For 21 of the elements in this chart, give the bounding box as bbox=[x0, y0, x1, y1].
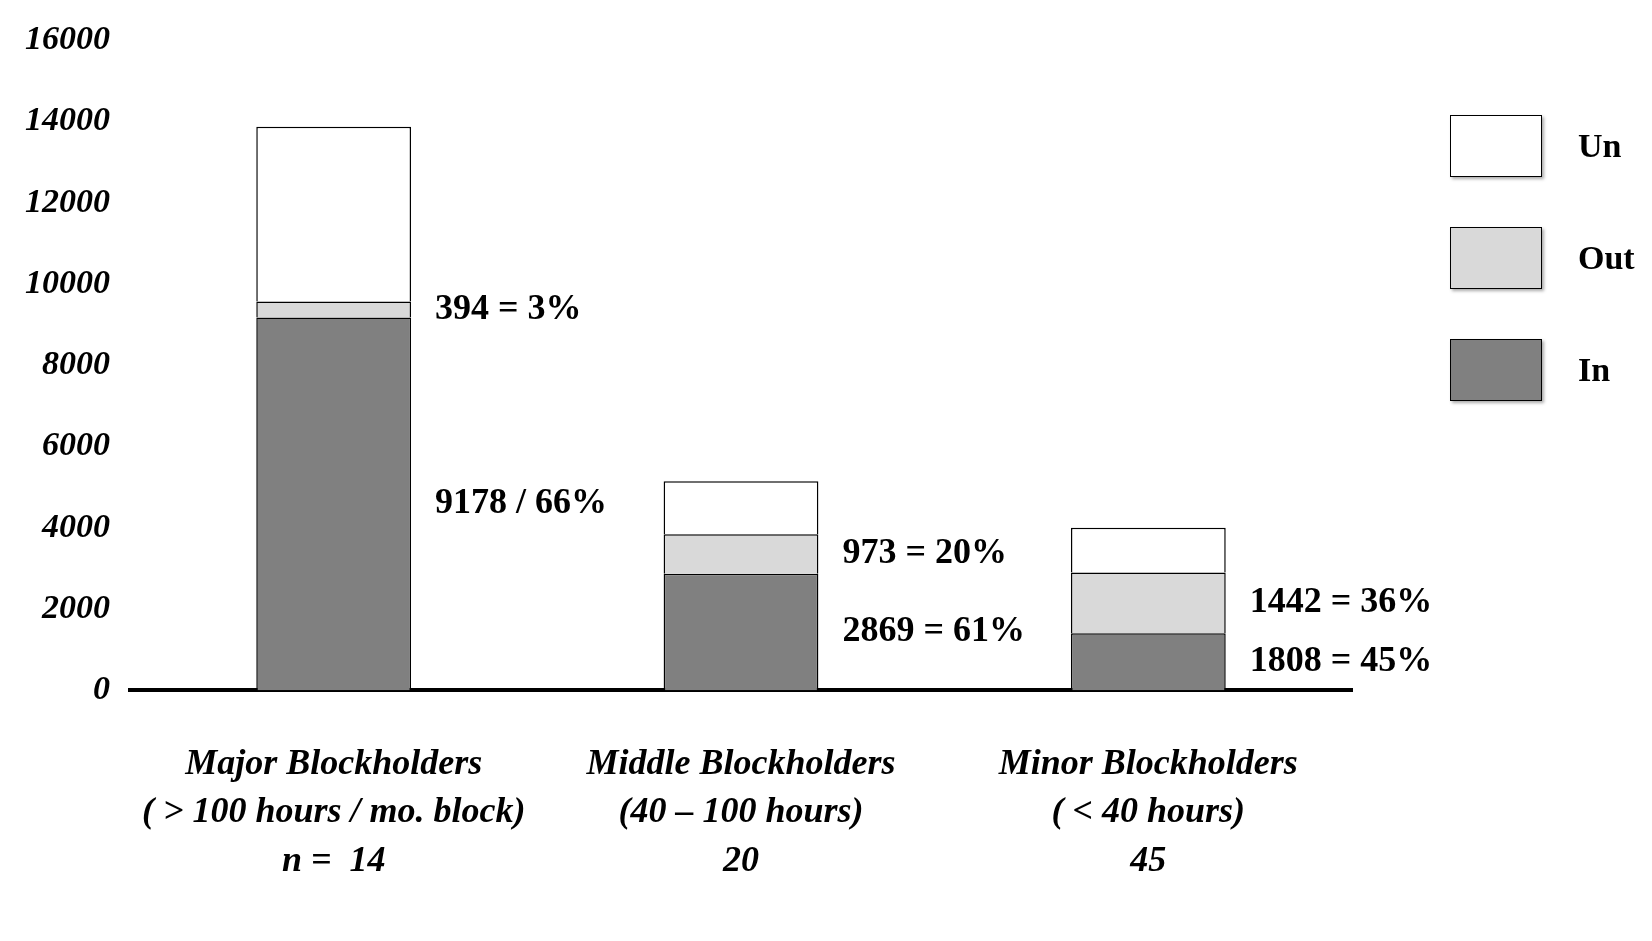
annotation: 9178 / 66% bbox=[435, 481, 608, 522]
y-tick-label: 8000 bbox=[42, 344, 110, 382]
y-tick-label: 6000 bbox=[42, 425, 110, 463]
annotation: 973 = 20% bbox=[842, 531, 1007, 572]
y-tick-label: 16000 bbox=[25, 19, 110, 57]
y-tick-label: 14000 bbox=[25, 100, 110, 138]
x-tick-label: Major Blockholders ( > 100 hours / mo. block) n = 14 bbox=[141, 741, 526, 879]
annotation: 394 = 3% bbox=[435, 286, 582, 327]
x-tick-label: Minor Blockholders ( < 40 hours) 45 bbox=[997, 741, 1298, 879]
y-tick-label: 0 bbox=[93, 668, 110, 706]
y-tick-label: 4000 bbox=[41, 506, 110, 544]
y-tick-label: 12000 bbox=[25, 181, 110, 219]
legend-label: In bbox=[1578, 351, 1611, 389]
annotation: 1808 = 45% bbox=[1249, 639, 1433, 680]
y-tick-label: 10000 bbox=[25, 262, 110, 300]
legend-label: Out bbox=[1578, 239, 1635, 277]
annotation: 1442 = 36% bbox=[1249, 580, 1433, 621]
y-tick-label: 2000 bbox=[41, 587, 110, 625]
text: Un bbox=[1578, 127, 1622, 165]
x-tick-label: Middle Blockholders (40 – 100 hours) 20 bbox=[585, 741, 896, 879]
annotation: 2869 = 61% bbox=[842, 609, 1025, 650]
